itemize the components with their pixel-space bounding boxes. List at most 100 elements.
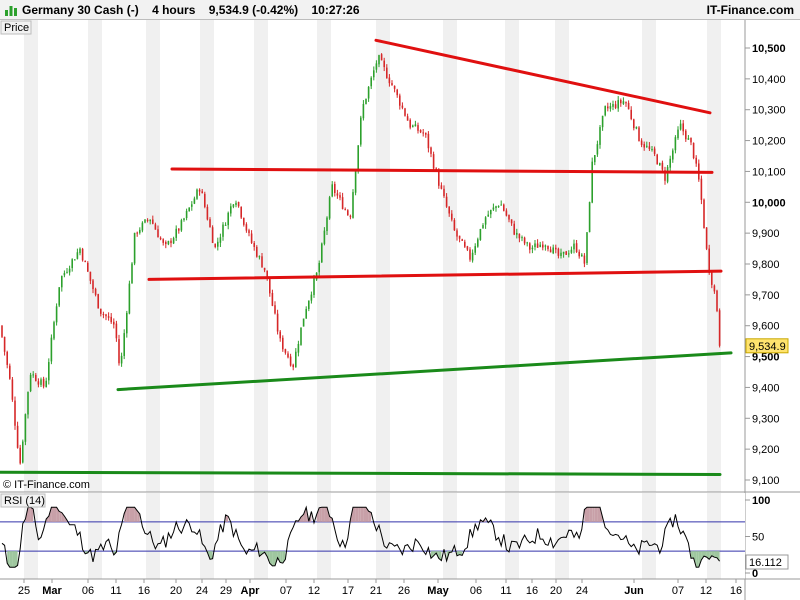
candle-body (61, 275, 63, 288)
rsi-levels (0, 521, 745, 552)
candle-body (438, 170, 440, 186)
x-tick-label: May (427, 585, 449, 597)
candle-body (191, 204, 193, 207)
candle-body (308, 300, 310, 309)
y-tick-label: 10,200 (752, 136, 786, 148)
y-tick-label: 9,900 (752, 228, 780, 240)
rsi-overbought-fill (594, 507, 598, 522)
candle-body (375, 63, 378, 70)
candle-body (362, 103, 365, 119)
candle-body (152, 219, 154, 224)
candle-body (3, 336, 6, 352)
candle-body (71, 259, 73, 269)
candle-body (464, 241, 466, 247)
candle-body (612, 104, 614, 107)
candle-body (711, 272, 713, 285)
x-tick-label: 16 (730, 585, 742, 597)
candle-body (521, 237, 523, 239)
candle-body (175, 228, 177, 238)
grid-band (24, 20, 38, 492)
candle-body (269, 278, 271, 294)
candle-body (425, 132, 427, 135)
rsi-overbought-fill (363, 507, 366, 522)
candle-body (367, 86, 370, 99)
candle-body (651, 149, 653, 151)
candle-body (575, 243, 578, 252)
x-tick-label: 29 (220, 585, 232, 597)
rsi-overbought-fill (368, 511, 372, 522)
candle-body (393, 85, 396, 89)
rsi-y-tick-label: 0 (752, 568, 758, 580)
candle-body (339, 195, 341, 198)
candle-body (601, 115, 604, 128)
rsi-overbought-fill (225, 514, 229, 522)
x-tick-label: 24 (576, 585, 588, 597)
candle-body (19, 447, 21, 464)
candlestick-series (1, 53, 721, 465)
candle-body (45, 380, 47, 388)
candle-body (503, 204, 505, 211)
rsi-overbought-fill (587, 507, 590, 522)
chart-logo-icon (5, 6, 17, 16)
candle-body (620, 100, 622, 104)
candle-body (614, 104, 617, 108)
candle-body (531, 247, 534, 250)
candle-body (35, 374, 37, 382)
rsi-grid-band (505, 493, 519, 579)
price-chart-svg: 10,500 10,400 10,300 10,200 10,100 10,000 9,90… (0, 20, 800, 600)
rsi-oversold-fill (269, 551, 273, 566)
candle-body (318, 262, 320, 273)
x-tick-label: 16 (138, 585, 150, 597)
candle-body (555, 247, 557, 250)
candle-body (591, 161, 593, 203)
candle-body (588, 202, 591, 233)
y-tick-label: 9,100 (752, 475, 780, 487)
y-tick-label: 9,400 (752, 382, 780, 394)
rsi-oversold-fill (714, 551, 717, 558)
candle-body (529, 243, 531, 250)
candle-body (76, 252, 79, 259)
candle-body (102, 314, 105, 316)
grid-band (555, 20, 569, 492)
candle-body (42, 378, 45, 387)
candle-body (172, 238, 175, 244)
rsi-grid-band (146, 493, 160, 579)
candle-body (183, 218, 185, 221)
y-tick-label: 9,600 (752, 321, 780, 333)
candle-body (214, 243, 216, 248)
candle-body (94, 288, 97, 295)
candle-body (479, 228, 482, 240)
candle-body (126, 312, 128, 334)
rsi-oversold-fill (698, 551, 702, 568)
rsi-oversold-fill (259, 551, 262, 557)
candle-body (586, 232, 588, 264)
candle-body (209, 219, 211, 228)
trendlines (0, 38, 733, 476)
candle-body (661, 162, 664, 170)
candle-body (495, 206, 497, 209)
candle-body (399, 95, 401, 106)
grid-band (642, 20, 656, 492)
x-tick-label: 16 (526, 585, 538, 597)
candle-body (211, 227, 214, 244)
rsi-overbought-fill (589, 507, 593, 522)
rsi-grid-band (376, 493, 390, 579)
rsi-axis: 100 50 0 (745, 495, 770, 580)
candle-body (230, 206, 232, 214)
candle-body (659, 163, 661, 166)
x-tick-label: 06 (82, 585, 94, 597)
candle-body (573, 243, 575, 250)
candle-body (604, 106, 606, 116)
candle-body (37, 381, 40, 385)
candle-body (557, 248, 560, 256)
rsi-overbought-fill (301, 514, 304, 522)
candle-body (326, 217, 328, 232)
rsi-panel: RSI (14) 100 50 0 16.112 (0, 493, 800, 580)
rsi-line (1, 505, 720, 568)
x-tick-label: 07 (280, 585, 292, 597)
support-trendline (0, 470, 722, 476)
rsi-overbought-fill (61, 512, 65, 522)
rsi-grid-band (555, 493, 569, 579)
rsi-oversold-fill (438, 551, 442, 561)
rsi-y-tick-label: 50 (752, 532, 764, 544)
